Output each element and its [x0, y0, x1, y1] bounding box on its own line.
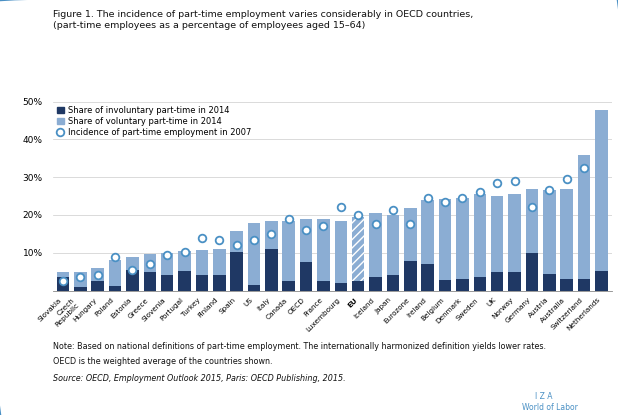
Bar	[282, 281, 295, 290]
Bar	[526, 253, 538, 290]
Bar	[456, 279, 468, 290]
Bar	[543, 190, 556, 273]
Bar	[352, 281, 365, 290]
Bar	[213, 249, 226, 276]
Bar	[57, 277, 69, 290]
Bar	[91, 281, 104, 290]
Bar	[421, 200, 434, 264]
Bar	[161, 253, 174, 276]
Bar	[421, 264, 434, 290]
Bar	[213, 276, 226, 290]
Bar	[126, 270, 138, 290]
Bar	[352, 217, 365, 281]
Bar	[439, 199, 451, 280]
Bar	[143, 272, 156, 290]
Bar	[387, 276, 399, 290]
Bar	[543, 273, 556, 290]
Bar	[248, 285, 260, 290]
Bar	[561, 188, 573, 279]
Bar	[387, 215, 399, 276]
Bar	[334, 221, 347, 283]
Bar	[404, 261, 417, 290]
Bar	[561, 279, 573, 290]
Bar	[109, 259, 121, 286]
Bar	[508, 194, 521, 271]
Bar	[370, 277, 382, 290]
Bar	[196, 275, 208, 290]
Bar	[300, 219, 312, 262]
Bar	[161, 276, 174, 290]
Text: Source: OECD, Employment Outlook 2015, Paris: OECD Publishing, 2015.: Source: OECD, Employment Outlook 2015, P…	[53, 374, 345, 383]
Bar	[109, 286, 121, 290]
Bar	[178, 271, 191, 290]
Text: I Z A: I Z A	[535, 392, 552, 401]
Bar	[265, 249, 277, 290]
Bar	[491, 271, 504, 290]
Bar	[74, 287, 87, 290]
Bar	[91, 268, 104, 281]
Bar	[456, 198, 468, 279]
Bar	[143, 254, 156, 272]
Text: OECD is the weighted average of the countries shown.: OECD is the weighted average of the coun…	[53, 357, 272, 366]
Bar	[595, 271, 607, 290]
Text: World of Labor: World of Labor	[522, 403, 578, 412]
Legend: Share of involuntary part-time in 2014, Share of voluntary part-time in 2014, In: Share of involuntary part-time in 2014, …	[57, 106, 251, 137]
Bar	[491, 196, 504, 271]
Bar	[334, 283, 347, 290]
Bar	[317, 281, 330, 290]
Bar	[508, 271, 521, 290]
Bar	[282, 221, 295, 281]
Bar	[231, 252, 243, 290]
Bar	[231, 231, 243, 252]
Bar	[595, 110, 607, 271]
Bar	[473, 194, 486, 277]
Bar	[196, 250, 208, 275]
Text: Figure 1. The incidence of part-time employment varies considerably in OECD coun: Figure 1. The incidence of part-time emp…	[53, 10, 473, 20]
Bar	[526, 188, 538, 253]
Bar	[578, 279, 590, 290]
Text: (part-time employees as a percentage of employees aged 15–64): (part-time employees as a percentage of …	[53, 21, 365, 30]
Bar	[57, 271, 69, 277]
Bar	[178, 251, 191, 271]
Bar	[370, 213, 382, 277]
Bar	[74, 271, 87, 287]
Bar	[248, 222, 260, 285]
Bar	[439, 280, 451, 290]
Bar	[404, 208, 417, 261]
Bar	[578, 154, 590, 279]
Bar	[126, 256, 138, 270]
Bar	[317, 219, 330, 281]
Bar	[265, 221, 277, 249]
Bar	[473, 277, 486, 290]
Bar	[300, 262, 312, 290]
Text: Note: Based on national definitions of part-time employment. The internationally: Note: Based on national definitions of p…	[53, 342, 546, 352]
